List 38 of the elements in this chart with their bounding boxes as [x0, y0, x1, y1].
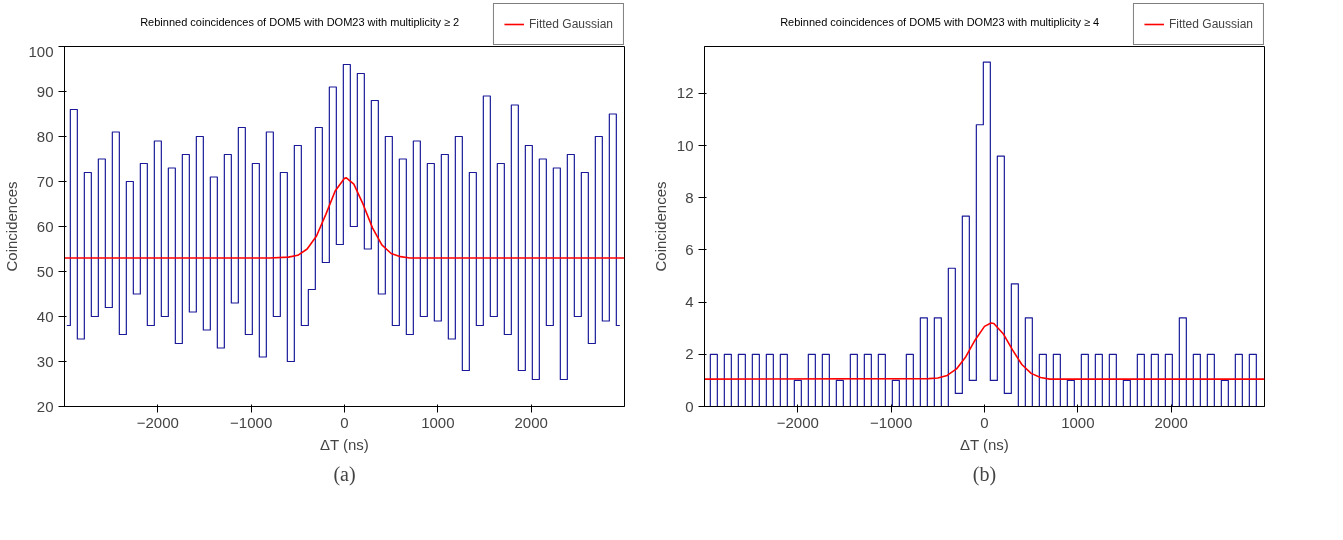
y-axis-title: Coincidences — [3, 181, 21, 272]
x-tick-label: −2000 — [136, 413, 179, 431]
y-tick-label: 12 — [676, 84, 694, 102]
y-tick-label: 40 — [36, 307, 54, 325]
x-tick-label: 1000 — [421, 413, 455, 431]
x-axis-title: ΔT (ns) — [959, 435, 1009, 453]
x-axis-title: ΔT (ns) — [319, 435, 369, 453]
x-tick-label: −1000 — [870, 413, 913, 431]
y-tick-label: 2 — [685, 345, 694, 363]
y-tick-label: 8 — [685, 188, 694, 206]
y-tick-label: 100 — [28, 42, 54, 60]
text: (a) — [333, 462, 356, 486]
y-axis-title: Coincidences — [651, 181, 669, 272]
x-tick-label: 2000 — [514, 413, 548, 431]
legend-label: Fitted Gaussian — [1168, 17, 1253, 31]
x-tick-label: 1000 — [1061, 413, 1095, 431]
x-tick-label: 0 — [980, 413, 989, 431]
line-series — [704, 322, 1265, 380]
x-tick-label: 2000 — [1154, 413, 1188, 431]
y-tick-label: 80 — [36, 127, 54, 145]
y-tick-label: 20 — [36, 397, 54, 415]
x-tick-label: −1000 — [230, 413, 273, 431]
y-tick-label: 50 — [36, 262, 54, 280]
x-tick-label: −2000 — [776, 413, 819, 431]
chart-title: Rebinned coincidences of DOM5 with DOM23 with multiplicity ≥ 2 — [140, 16, 460, 29]
y-tick-label: 60 — [36, 217, 54, 235]
y-tick-label: 30 — [36, 352, 54, 370]
y-tick-label: 10 — [676, 136, 694, 154]
legend-label: Fitted Gaussian — [528, 17, 613, 31]
y-tick-label: 0 — [685, 397, 694, 415]
line-series — [64, 177, 625, 259]
y-tick-label: 4 — [685, 293, 694, 311]
chart-title: Rebinned coincidences of DOM5 with DOM23 with multiplicity ≥ 4 — [780, 16, 1100, 29]
text: (b) — [972, 462, 997, 486]
y-tick-label: 70 — [36, 172, 54, 190]
y-tick-label: 6 — [685, 240, 694, 258]
x-tick-label: 0 — [340, 413, 349, 431]
y-tick-label: 90 — [36, 82, 54, 100]
